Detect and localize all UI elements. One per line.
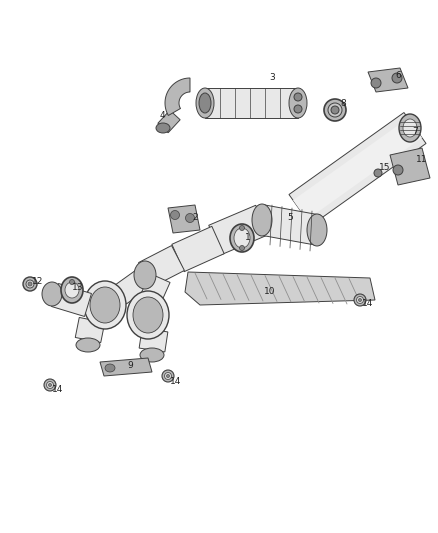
Ellipse shape	[358, 298, 361, 302]
Polygon shape	[289, 112, 426, 225]
Polygon shape	[100, 358, 152, 376]
Text: 5: 5	[287, 213, 293, 222]
Polygon shape	[138, 273, 170, 310]
Ellipse shape	[156, 123, 170, 133]
Ellipse shape	[49, 384, 52, 386]
Ellipse shape	[252, 204, 272, 236]
Ellipse shape	[357, 296, 364, 303]
Ellipse shape	[133, 297, 163, 333]
Ellipse shape	[105, 364, 115, 372]
Ellipse shape	[289, 88, 307, 118]
Ellipse shape	[61, 277, 83, 303]
Ellipse shape	[328, 103, 342, 117]
Polygon shape	[75, 318, 105, 343]
Ellipse shape	[127, 291, 169, 339]
Polygon shape	[185, 272, 375, 305]
Text: 14: 14	[52, 385, 64, 394]
Ellipse shape	[393, 165, 403, 175]
Polygon shape	[139, 328, 168, 352]
Polygon shape	[260, 205, 320, 245]
Ellipse shape	[46, 382, 53, 389]
Ellipse shape	[234, 228, 250, 248]
Ellipse shape	[324, 99, 346, 121]
Polygon shape	[138, 246, 184, 287]
Text: 13: 13	[72, 284, 84, 293]
Text: 14: 14	[362, 298, 374, 308]
Ellipse shape	[240, 225, 244, 230]
Ellipse shape	[403, 119, 417, 137]
Polygon shape	[158, 110, 180, 133]
Text: 2: 2	[192, 214, 198, 222]
Text: 3: 3	[269, 74, 275, 83]
Ellipse shape	[294, 105, 302, 113]
Ellipse shape	[65, 282, 79, 298]
Text: 15: 15	[379, 164, 391, 173]
Ellipse shape	[196, 88, 214, 118]
Polygon shape	[205, 88, 298, 118]
Ellipse shape	[44, 379, 56, 391]
Text: 4: 4	[159, 110, 165, 119]
Ellipse shape	[165, 373, 172, 379]
Text: 9: 9	[127, 361, 133, 370]
Ellipse shape	[240, 246, 244, 251]
Ellipse shape	[392, 73, 402, 83]
Ellipse shape	[354, 294, 366, 306]
Ellipse shape	[42, 282, 62, 306]
Text: 10: 10	[264, 287, 276, 296]
Ellipse shape	[199, 93, 211, 113]
Ellipse shape	[170, 211, 180, 220]
Text: 14: 14	[170, 377, 182, 386]
Ellipse shape	[230, 224, 254, 252]
Ellipse shape	[84, 281, 126, 329]
Ellipse shape	[134, 261, 156, 289]
Ellipse shape	[307, 214, 327, 246]
Ellipse shape	[26, 280, 34, 288]
Text: 11: 11	[416, 156, 428, 165]
Polygon shape	[168, 205, 200, 233]
Text: 6: 6	[395, 71, 401, 80]
Polygon shape	[209, 205, 268, 255]
Polygon shape	[293, 118, 422, 220]
Text: 1: 1	[245, 232, 251, 241]
Ellipse shape	[90, 287, 120, 323]
Ellipse shape	[162, 370, 174, 382]
Text: 12: 12	[32, 278, 44, 287]
Ellipse shape	[294, 93, 302, 101]
Ellipse shape	[399, 114, 421, 142]
Ellipse shape	[76, 338, 100, 352]
Ellipse shape	[371, 78, 381, 88]
Ellipse shape	[331, 106, 339, 114]
Polygon shape	[390, 148, 430, 185]
Ellipse shape	[28, 282, 32, 286]
Polygon shape	[52, 284, 92, 317]
Polygon shape	[165, 78, 190, 116]
Polygon shape	[368, 68, 408, 92]
Polygon shape	[113, 266, 154, 304]
Ellipse shape	[23, 277, 37, 291]
Text: 8: 8	[340, 100, 346, 109]
Ellipse shape	[70, 279, 74, 285]
Text: 7: 7	[412, 127, 418, 136]
Ellipse shape	[166, 375, 170, 377]
Ellipse shape	[140, 348, 164, 362]
Ellipse shape	[186, 214, 194, 222]
Polygon shape	[172, 227, 224, 272]
Ellipse shape	[374, 169, 382, 177]
